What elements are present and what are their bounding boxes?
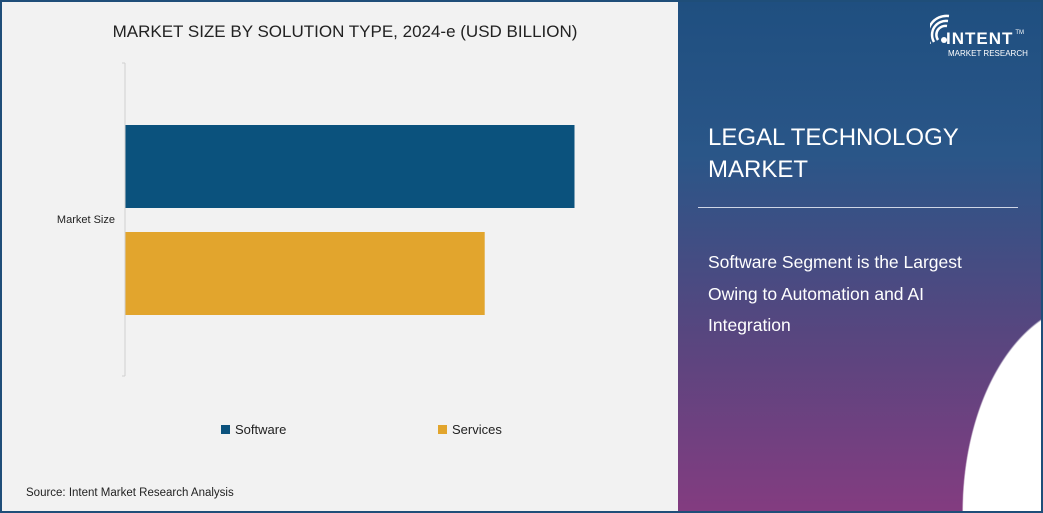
- bar-services: [125, 232, 485, 315]
- logo-tagline: MARKET RESEARCH: [948, 49, 1028, 58]
- intent-logo: INTENT TM MARKET RESEARCH: [930, 14, 1035, 60]
- chart-title: MARKET SIZE BY SOLUTION TYPE, 2024-e (US…: [112, 22, 578, 41]
- logo-wordmark: INTENT: [946, 29, 1014, 48]
- legend-swatch: [221, 425, 230, 434]
- chart-panel: MARKET SIZE BY SOLUTION TYPE, 2024-e (US…: [2, 2, 678, 511]
- legend-label: Services: [452, 422, 502, 437]
- logo-tm: TM: [1015, 30, 1025, 36]
- legend-item-services: Services: [438, 422, 502, 437]
- legend-item-software: Software: [221, 422, 286, 437]
- divider: [698, 207, 1018, 208]
- market-title: LEGAL TECHNOLOGY MARKET: [708, 124, 959, 183]
- legend-label: Software: [235, 422, 287, 437]
- logo-wordmark-row: INTENT TM: [946, 30, 1024, 48]
- market-subtitle: Software Segment is the Largest Owing to…: [708, 252, 962, 335]
- info-panel: INTENT TM MARKET RESEARCH LEGAL TECHNOLO…: [678, 2, 1041, 511]
- category-label: Market Size: [57, 214, 115, 226]
- source-note: Source: Intent Market Research Analysis: [26, 487, 234, 499]
- bar-software: [125, 125, 575, 208]
- signal-icon: [930, 14, 950, 44]
- legend-swatch: [438, 425, 447, 434]
- bar-chart: Market Size: [57, 62, 575, 377]
